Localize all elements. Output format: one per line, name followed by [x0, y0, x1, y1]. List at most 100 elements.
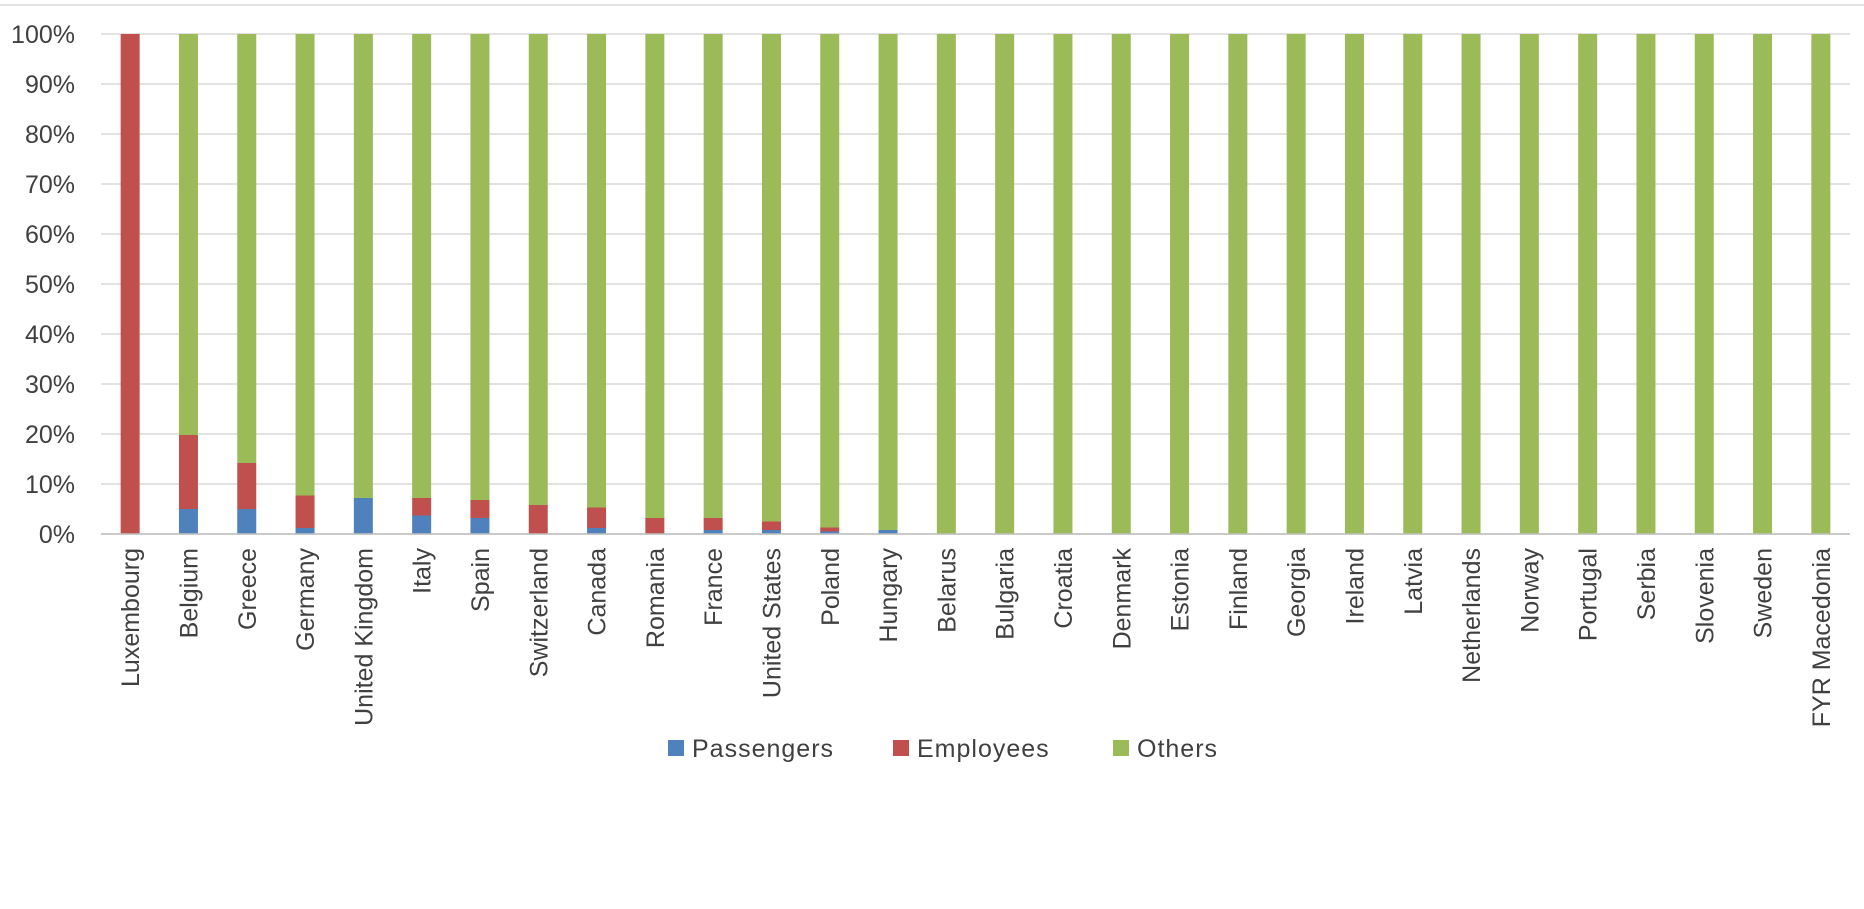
- bar-segment-passengers: [587, 528, 607, 534]
- bar-segment-employees: [120, 34, 140, 534]
- x-tick-label: Georgia: [1283, 548, 1311, 637]
- bar-segment-others: [1111, 34, 1131, 534]
- x-tick-label: Romania: [642, 548, 670, 648]
- bar-segment-employees: [820, 527, 840, 532]
- x-tick-label: Serbia: [1633, 548, 1661, 620]
- bar-segment-employees: [470, 500, 490, 518]
- bar-segment-employees: [645, 518, 665, 534]
- bar-segment-others: [1578, 34, 1598, 534]
- x-tick-label: Sweden: [1750, 548, 1778, 638]
- bar-segment-employees: [237, 463, 257, 509]
- x-tick-label: Switzerland: [525, 548, 553, 677]
- x-tick-label: Italy: [409, 548, 437, 594]
- x-tick-label: Netherlands: [1458, 548, 1486, 683]
- bar-segment-employees: [295, 495, 315, 528]
- x-tick-label: France: [700, 548, 728, 626]
- bar-segment-others: [1170, 34, 1190, 534]
- y-tick-label: 90%: [25, 71, 75, 99]
- legend-swatch: [893, 740, 909, 756]
- bar-segment-others: [1694, 34, 1714, 534]
- y-tick-label: 80%: [25, 121, 75, 149]
- legend-swatch: [668, 740, 684, 756]
- bar-segment-employees: [587, 507, 607, 528]
- x-tick-label: Denmark: [1108, 548, 1136, 650]
- bar-segment-others: [528, 34, 548, 505]
- gridlines: [0, 4, 1864, 535]
- bar-segment-passengers: [178, 509, 198, 534]
- y-tick-label: 30%: [25, 371, 75, 399]
- y-axis-ticks: 0% 10% 20% 30% 40% 50% 60% 70% 80% 90% 100%: [11, 21, 75, 549]
- bar-segment-others: [295, 34, 315, 496]
- legend: Passengers Employees Others: [668, 735, 1218, 763]
- x-tick-label: Slovenia: [1691, 548, 1719, 644]
- x-tick-label: Belgium: [175, 548, 203, 638]
- bar-segment-employees: [528, 505, 548, 534]
- x-tick-label: Bulgaria: [992, 548, 1020, 640]
- bar-segment-others: [761, 34, 781, 522]
- x-tick-label: Greece: [234, 548, 262, 630]
- legend-label: Others: [1137, 735, 1218, 763]
- x-tick-label: Latvia: [1400, 548, 1428, 615]
- bar-segment-passengers: [470, 518, 490, 534]
- bar-segment-passengers: [820, 531, 840, 534]
- x-tick-label: Luxembourg: [117, 548, 145, 687]
- bar-segment-passengers: [295, 528, 315, 534]
- bar-segment-others: [1403, 34, 1423, 534]
- y-tick-label: 70%: [25, 171, 75, 199]
- bar-segment-others: [1228, 34, 1248, 534]
- bar-segment-others: [1286, 34, 1306, 534]
- x-tick-label: Belarus: [933, 548, 961, 633]
- x-tick-label: Croatia: [1050, 548, 1078, 629]
- legend-swatch: [1113, 740, 1129, 756]
- y-tick-label: 50%: [25, 271, 75, 299]
- bars: [120, 34, 1831, 534]
- x-tick-label: United Kingdom: [350, 548, 378, 726]
- bar-segment-employees: [703, 518, 723, 530]
- bar-segment-passengers: [761, 530, 781, 534]
- bar-segment-passengers: [878, 530, 898, 534]
- bar-segment-others: [645, 34, 665, 518]
- bar-segment-others: [1519, 34, 1539, 534]
- bar-segment-others: [1811, 34, 1831, 534]
- x-tick-label: Spain: [467, 548, 495, 612]
- x-tick-label: Ireland: [1341, 548, 1369, 624]
- y-tick-label: 40%: [25, 321, 75, 349]
- bar-segment-others: [178, 34, 198, 435]
- bar-segment-others: [1636, 34, 1656, 534]
- x-tick-label: Norway: [1516, 548, 1544, 633]
- legend-label: Employees: [917, 735, 1050, 763]
- y-tick-label: 0%: [39, 521, 75, 549]
- bar-segment-others: [470, 34, 490, 500]
- x-tick-label: Estonia: [1167, 548, 1195, 631]
- bar-segment-employees: [761, 521, 781, 530]
- x-tick-label: Finland: [1225, 548, 1253, 630]
- x-tick-label: Portugal: [1575, 548, 1603, 641]
- bar-segment-others: [1344, 34, 1364, 534]
- bar-segment-passengers: [703, 530, 723, 534]
- bar-segment-passengers: [237, 509, 257, 534]
- bar-segment-employees: [412, 498, 432, 516]
- x-tick-label: Germany: [292, 548, 320, 651]
- legend-label: Passengers: [692, 735, 834, 763]
- bar-segment-employees: [178, 435, 198, 509]
- y-tick-label: 20%: [25, 421, 75, 449]
- x-tick-label: United States: [758, 548, 786, 698]
- x-axis-labels: Luxembourg Belgium Greece Germany United Kin…: [117, 548, 1836, 728]
- x-tick-label: Hungary: [875, 548, 903, 643]
- bar-segment-others: [587, 34, 607, 508]
- bar-segment-passengers: [412, 515, 432, 534]
- bar-segment-others: [1053, 34, 1073, 534]
- bar-segment-others: [878, 34, 898, 530]
- y-tick-label: 60%: [25, 221, 75, 249]
- x-tick-label: FYR Macedonia: [1808, 548, 1836, 727]
- bar-segment-others: [412, 34, 432, 498]
- y-tick-label: 100%: [11, 21, 75, 49]
- bar-segment-others: [820, 34, 840, 528]
- bar-segment-others: [995, 34, 1015, 534]
- y-tick-label: 10%: [25, 471, 75, 499]
- bar-segment-others: [1753, 34, 1773, 534]
- bar-segment-others: [1461, 34, 1481, 534]
- bar-segment-passengers: [353, 498, 373, 534]
- x-tick-label: Poland: [817, 548, 845, 626]
